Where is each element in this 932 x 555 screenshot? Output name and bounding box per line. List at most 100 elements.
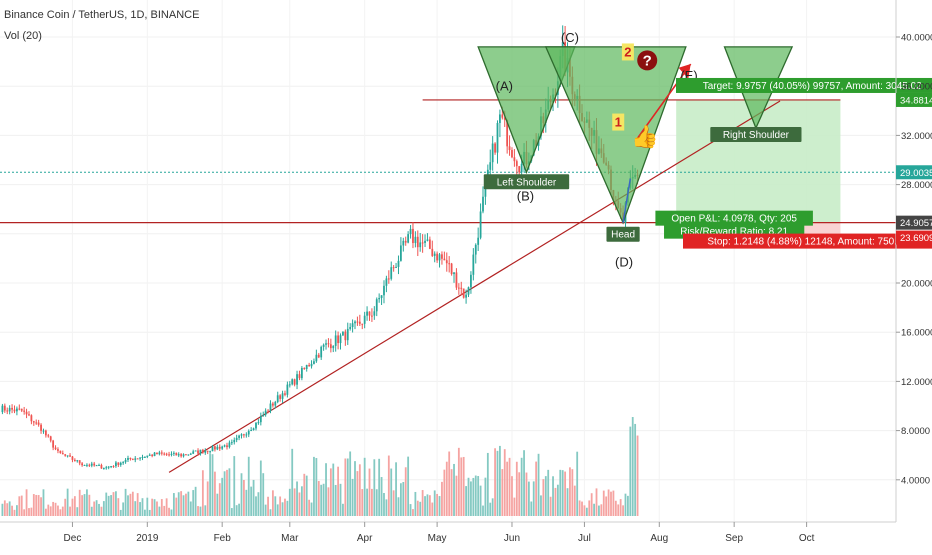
candle-body — [18, 408, 21, 410]
volume-bar — [221, 477, 224, 516]
volume-bar — [443, 469, 446, 516]
candle-body — [390, 267, 393, 279]
volume-bar — [593, 503, 595, 516]
volume-bar — [206, 481, 209, 516]
candle-body — [115, 462, 117, 467]
volume-bar — [537, 453, 540, 516]
volume-bar — [358, 464, 361, 516]
volume-bar — [90, 506, 93, 516]
candle-body — [503, 117, 506, 120]
volume-bar — [559, 469, 562, 516]
volume-bar — [407, 456, 410, 516]
y-tick-label: 4.0000 — [901, 475, 930, 486]
price-label: 29.0035 — [900, 168, 932, 179]
candle-body — [172, 452, 175, 454]
candle-body — [107, 466, 110, 468]
volume-bar — [438, 496, 441, 516]
volume-bar — [37, 495, 40, 516]
candle-body — [375, 299, 378, 312]
volume-bar — [421, 490, 424, 516]
volume-bar — [308, 499, 311, 516]
x-tick-label: Sep — [725, 533, 743, 544]
x-tick-label: Jul — [578, 533, 591, 544]
candle-body — [424, 240, 426, 243]
volume-bar — [455, 475, 458, 516]
right-shoulder-tag: Right Shoulder — [723, 130, 790, 141]
volume-bar — [404, 467, 407, 516]
candle-body — [470, 274, 472, 288]
candle-body — [482, 196, 484, 212]
volume-bar — [129, 493, 132, 516]
pattern-point-label: (D) — [615, 255, 633, 270]
volume-bar — [204, 505, 207, 516]
x-tick-label: Dec — [64, 533, 82, 544]
candle-body — [54, 447, 57, 450]
volume-bar — [428, 495, 431, 516]
volume-bar — [530, 501, 533, 516]
arrow-head-icon — [678, 64, 691, 79]
volume-bar — [88, 494, 91, 516]
volume-bar — [363, 457, 366, 516]
candle-body — [320, 346, 323, 358]
volume-bar — [11, 505, 13, 516]
candle-body — [462, 288, 465, 298]
candle-body — [102, 467, 105, 469]
candle-body — [250, 429, 253, 431]
volume-bar — [627, 495, 629, 516]
volume-bar — [269, 509, 272, 516]
candle-body — [163, 453, 166, 455]
volume-bar — [503, 449, 506, 516]
candle-body — [30, 415, 33, 422]
candle-body — [334, 335, 337, 346]
volume-bar — [25, 489, 28, 516]
volume-bar — [194, 486, 197, 516]
candle-body — [286, 384, 289, 395]
candle-body — [457, 287, 460, 289]
candle-body — [329, 344, 332, 349]
candle-body — [88, 464, 91, 466]
volume-bar — [515, 461, 518, 516]
y-tick-label: 28.0000 — [901, 180, 932, 191]
volume-bar — [274, 496, 277, 516]
volume-bar — [233, 456, 236, 516]
candle-body — [385, 278, 388, 286]
candle-body — [259, 415, 262, 423]
price-label: 23.6909 — [900, 233, 932, 244]
candle-body — [392, 267, 395, 269]
candle-body — [235, 437, 238, 441]
volume-bar — [513, 497, 516, 516]
candle-body — [153, 452, 156, 457]
candle-body — [499, 114, 501, 123]
y-tick-label: 8.0000 — [901, 426, 930, 437]
candle-body — [131, 458, 134, 460]
candle-body — [274, 401, 277, 406]
candle-body — [419, 242, 422, 248]
candle-body — [262, 414, 265, 416]
candle-body — [44, 430, 47, 436]
step-2-label: 2 — [624, 44, 631, 59]
volume-bar — [228, 468, 231, 516]
candle-body — [52, 440, 55, 448]
volume-bar — [201, 470, 204, 516]
volume-bar — [144, 509, 146, 516]
candle-body — [511, 150, 513, 158]
volume-bar — [52, 501, 55, 516]
candle-body — [194, 450, 197, 452]
candle-body — [520, 163, 523, 173]
overlay-annotations: Left Shoulder Head Right Shoulder 1 2? 👍 Targe… — [483, 43, 932, 249]
volume-bar — [373, 459, 376, 516]
volume-bar — [317, 481, 320, 516]
volume-bar — [453, 463, 455, 516]
volume-bar — [243, 480, 245, 516]
candle-body — [199, 449, 202, 454]
y-tick-label: 12.0000 — [901, 377, 932, 388]
volume-bar — [276, 504, 279, 516]
candle-body — [310, 363, 313, 367]
price-label-bg — [896, 165, 932, 180]
candle-body — [293, 379, 296, 385]
candle-body — [86, 464, 88, 466]
thumbs-up-icon: 👍 — [631, 124, 658, 150]
